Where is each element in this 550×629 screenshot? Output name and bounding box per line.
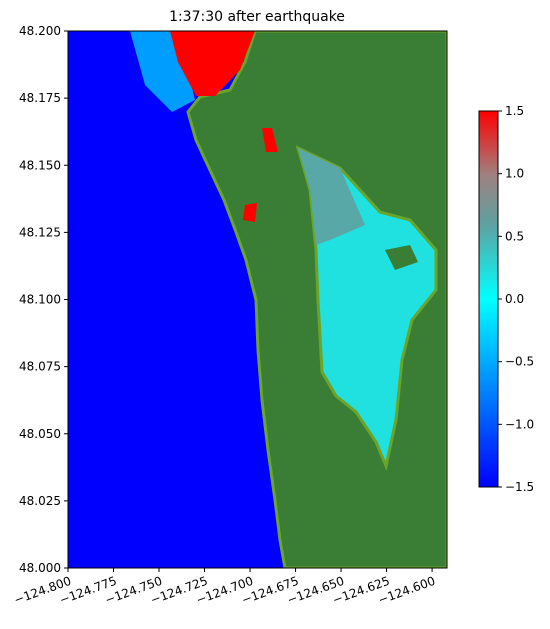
colorbar-tick-label: −0.5 — [505, 355, 534, 369]
bay-north — [298, 148, 365, 245]
island — [385, 245, 418, 270]
y-tick-label: 48.100 — [19, 293, 61, 307]
colorbar-tick-label: −1.0 — [505, 417, 534, 431]
y-tick-label: 48.075 — [19, 360, 61, 374]
colorbar — [478, 110, 499, 488]
chart-title: 1:37:30 after earthquake — [169, 9, 345, 25]
colorbar-tick-label: 0.5 — [505, 229, 524, 243]
colorbar-tick-label: 1.0 — [505, 167, 524, 181]
y-tick-label: 48.125 — [19, 225, 61, 239]
high-water — [243, 203, 257, 222]
y-tick-label: 48.050 — [19, 427, 61, 441]
high-water — [262, 128, 278, 152]
colorbar-tick-label: −1.5 — [505, 480, 534, 494]
y-tick-label: 48.025 — [19, 494, 61, 508]
y-tick-label: 48.000 — [19, 561, 61, 575]
colorbar-tick-label: 1.5 — [505, 104, 524, 118]
y-tick-label: 48.175 — [19, 91, 61, 105]
colorbar-tick-label: 0.0 — [505, 292, 524, 306]
map-area — [68, 31, 447, 568]
high-water — [170, 31, 255, 96]
y-tick-label: 48.200 — [19, 24, 61, 38]
y-tick-label: 48.150 — [19, 158, 61, 172]
